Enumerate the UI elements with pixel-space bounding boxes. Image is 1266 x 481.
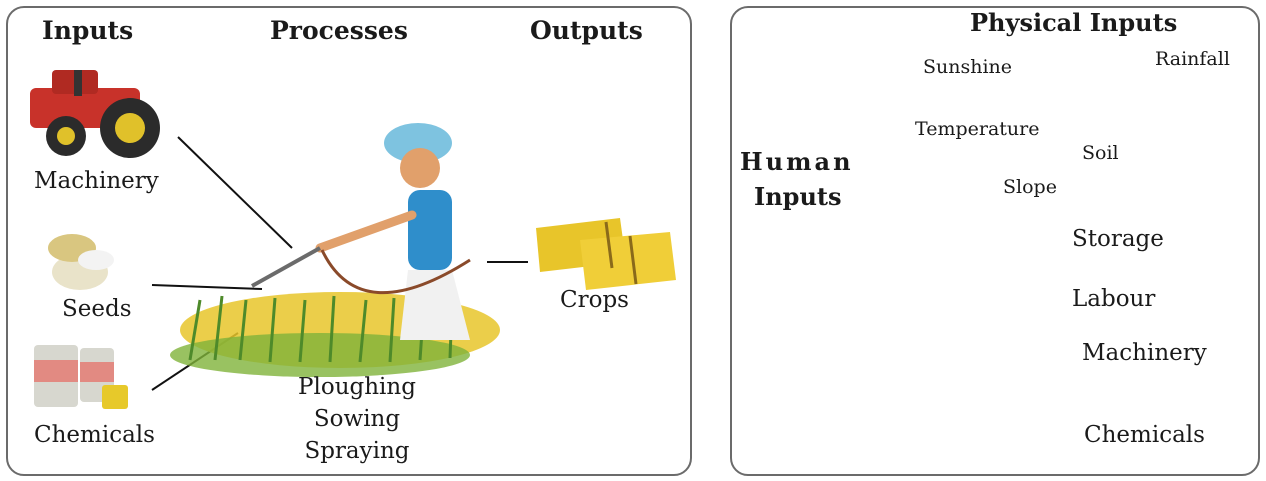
inputs-header: Inputs <box>42 16 134 45</box>
chemical-cans-icon <box>34 345 128 409</box>
seed-sacks-icon <box>48 234 114 290</box>
human-label-chemicals: Chemicals <box>1084 422 1205 448</box>
physical-label-rainfall: Rainfall <box>1155 48 1230 70</box>
process-label-ploughing: Ploughing <box>298 374 416 400</box>
input-label-seeds: Seeds <box>62 296 132 322</box>
process-label-sowing: Sowing <box>313 406 401 432</box>
physical-label-temperature: Temperature <box>915 118 1040 140</box>
physical-label-sunshine: Sunshine <box>923 56 1013 78</box>
human-label-labour: Labour <box>1072 286 1156 312</box>
input-label-machinery: Machinery <box>34 168 159 194</box>
outputs-header: Outputs <box>530 16 643 45</box>
physical-inputs-header: Physical Inputs <box>970 8 1178 37</box>
human-label-storage: Storage <box>1072 226 1164 252</box>
input-label-chemicals: Chemicals <box>34 422 155 448</box>
human-inputs-header-line1: Human <box>740 147 854 176</box>
physical-label-slope: Slope <box>1003 176 1057 198</box>
machinery-connector <box>177 136 293 249</box>
human-label-machinery: Machinery <box>1082 340 1207 366</box>
crop-bundles-icon <box>536 218 676 290</box>
farmer-spraying-icon <box>251 123 471 340</box>
seeds-connector <box>151 284 263 290</box>
tractor-icon <box>30 70 160 158</box>
process-label-spraying: Spraying <box>304 438 410 464</box>
physical-label-soil: Soil <box>1082 142 1119 164</box>
output-label-crops: Crops <box>560 287 629 313</box>
processes-header: Processes <box>270 16 408 45</box>
human-inputs-header-line2: Inputs <box>754 182 842 211</box>
inputs-panel <box>730 6 1260 476</box>
